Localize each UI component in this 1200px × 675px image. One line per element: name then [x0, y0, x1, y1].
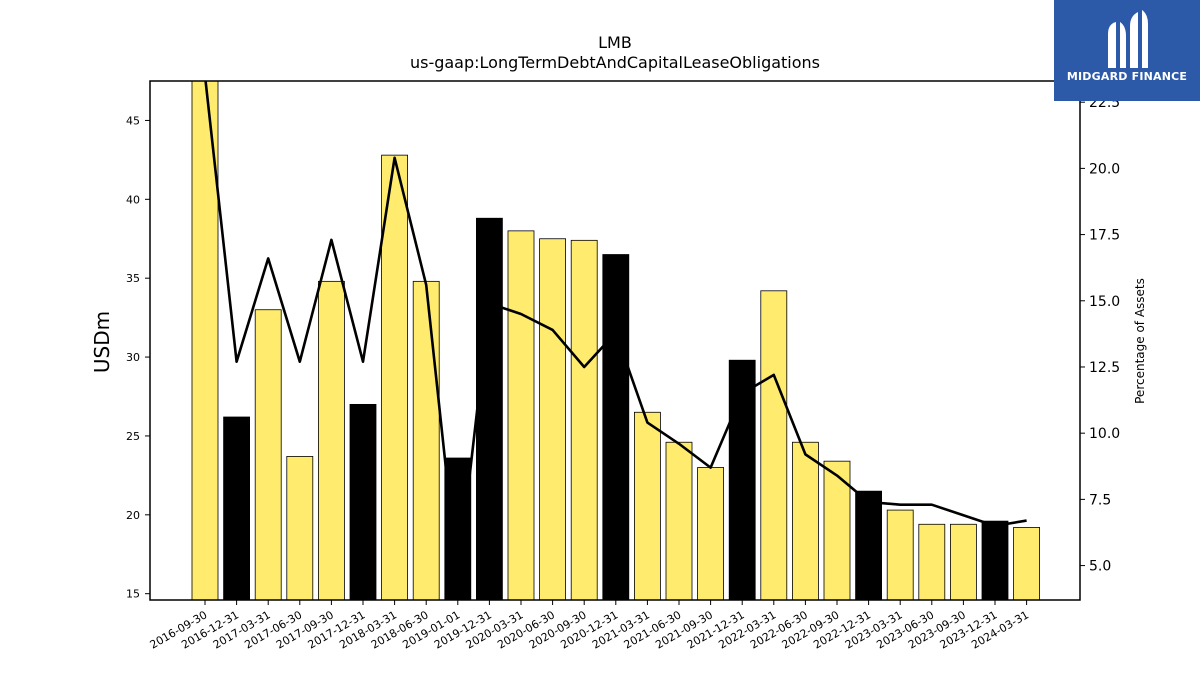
y-tick-label: 35 [126, 272, 140, 285]
bar-1 [223, 416, 251, 600]
y-tick-label: 15 [126, 588, 140, 601]
bar-15 [665, 441, 693, 600]
bar-3 [286, 456, 314, 600]
bar-18 [760, 290, 788, 600]
y2-axis-label: Percentage of Assets [1133, 278, 1147, 404]
midgard-logo-icon [1108, 10, 1148, 68]
bar-10 [507, 230, 535, 600]
y2-tick-label: 20.0 [1089, 161, 1120, 177]
bar-5 [349, 403, 377, 600]
bar-25 [981, 520, 1009, 600]
bar-12 [570, 239, 598, 600]
line-group [204, 81, 1027, 581]
bar-23 [918, 523, 946, 600]
chart-subtitle: us-gaap:LongTermDebtAndCapitalLeaseOblig… [410, 53, 820, 72]
bar-16 [697, 467, 724, 600]
plot-frame [149, 80, 1081, 601]
y2-tick-label: 17.5 [1089, 228, 1120, 244]
y2-tick-label: 5.0 [1089, 559, 1111, 575]
bar-26 [1013, 527, 1040, 600]
chart-title: LMB [598, 33, 632, 52]
y2-tick-label: 15.0 [1089, 294, 1120, 310]
bars-group [191, 81, 1040, 600]
y-axis-ticks: 15 20 25 30 35 40 45 [126, 114, 150, 601]
bar-2 [254, 309, 282, 600]
y2-tick-label: 12.5 [1089, 360, 1120, 376]
bar-4 [317, 280, 345, 600]
y2-tick-label: 10.0 [1089, 426, 1120, 442]
pct-assets-line [204, 81, 1027, 581]
bar-24 [950, 523, 977, 600]
bar-7 [412, 280, 440, 600]
y-tick-label: 40 [126, 193, 140, 206]
y-tick-label: 45 [126, 114, 140, 127]
y-axis-label: USDm [90, 311, 114, 373]
bar-13 [602, 254, 630, 600]
y-tick-label: 30 [126, 351, 140, 364]
bar-14 [634, 411, 661, 600]
bar-11 [539, 238, 566, 600]
bar-22 [886, 509, 914, 600]
bar-17 [728, 359, 756, 600]
y2-tick-label: 7.5 [1089, 492, 1111, 508]
bar-0 [191, 81, 219, 600]
bar-9 [475, 217, 503, 600]
bar-21 [855, 490, 882, 600]
y-tick-label: 25 [126, 430, 140, 443]
y-tick-label: 20 [126, 509, 140, 522]
y2-axis-ticks: 5.07.510.012.515.017.520.022.5 [1080, 95, 1120, 575]
bar-19 [792, 441, 819, 600]
x-axis-ticks: 2016-09-302016-12-312017-03-312017-06-30… [148, 600, 1031, 652]
logo-text: MIDGARD FINANCE [1066, 70, 1188, 83]
midgard-finance-logo: MIDGARD FINANCE [1054, 0, 1200, 101]
bar-6 [381, 154, 409, 600]
